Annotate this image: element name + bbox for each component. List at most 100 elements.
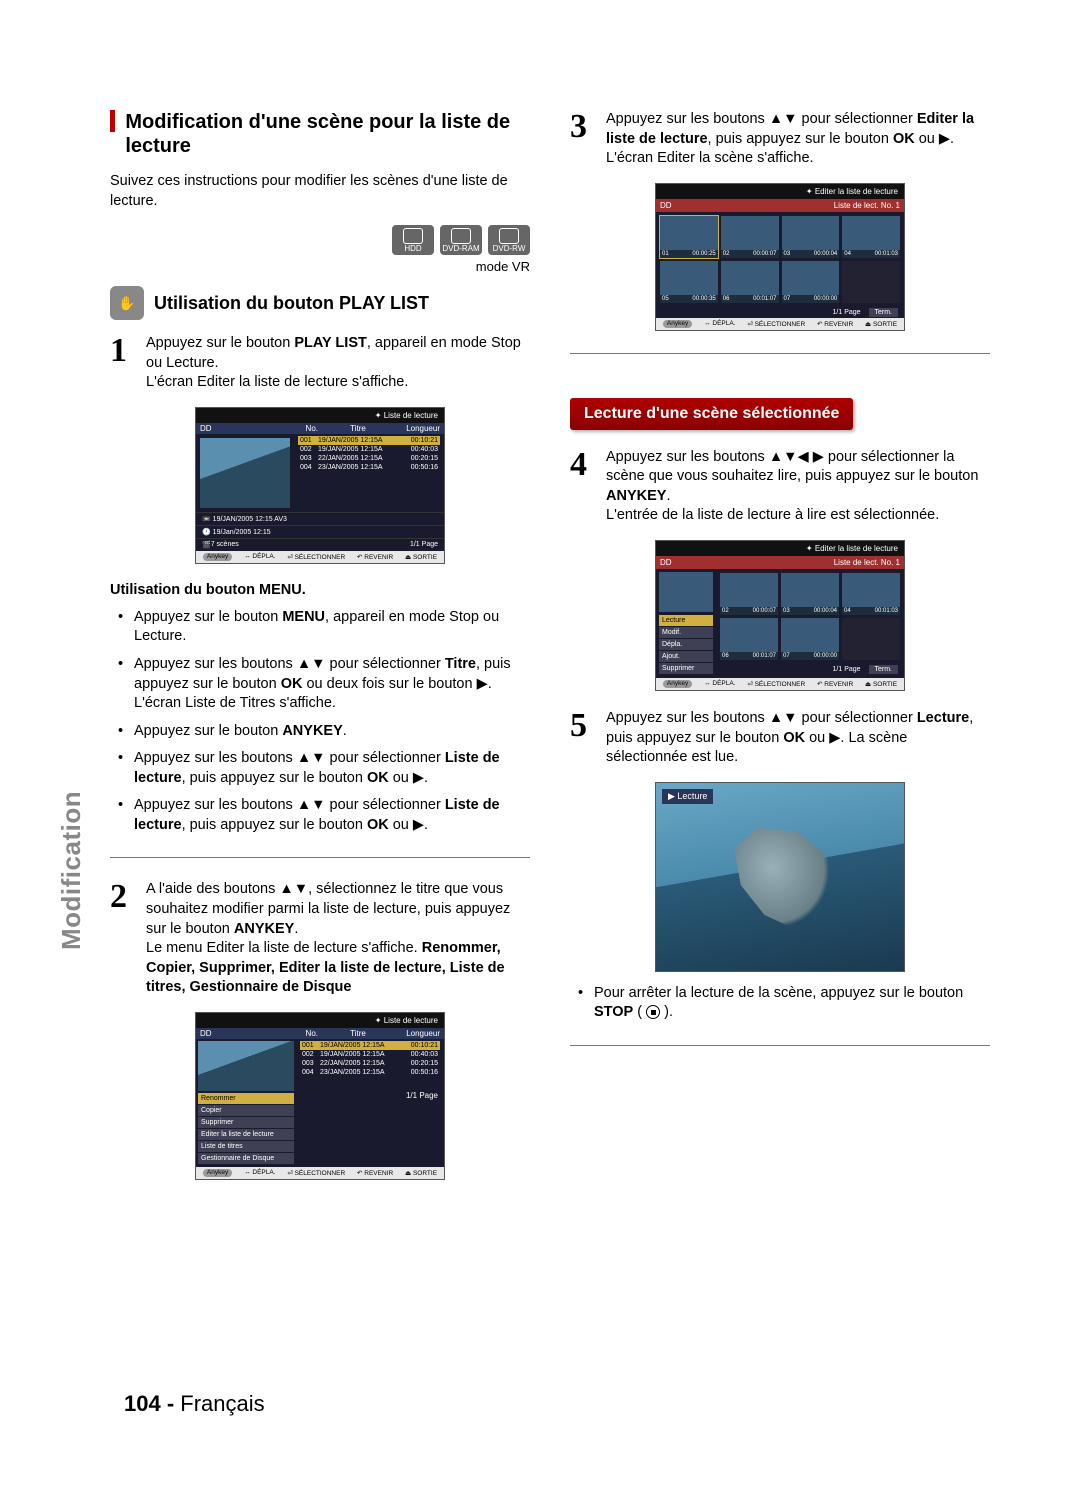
foot-sortie: ⏏ SORTIE — [405, 553, 437, 561]
step-2-number: 2 — [110, 880, 136, 997]
page-footer: 104 - Français — [124, 1391, 265, 1417]
e2-cell-8 — [842, 618, 900, 660]
b4-b: , puis appuyez sur le bouton — [182, 770, 367, 786]
mode-label: mode VR — [110, 259, 530, 274]
osd-edit2-footer: Anykey ↔ DÉPLA. ⏎ SÉLECTIONNER ↶ REVENIR… — [656, 678, 904, 690]
osd-playlist-body: 00119/JAN/2005 12:15A00:10:21 00219/JAN/… — [196, 434, 444, 512]
osd-row-3-no: 003 — [300, 455, 318, 462]
step-2-bold-a: ANYKEY — [234, 921, 294, 937]
ec7-n: 07 — [784, 296, 791, 302]
osd-meta-3-text: 7 scènes — [211, 541, 239, 549]
e-foot-rev: ↶ REVENIR — [817, 320, 853, 328]
e2c7-t: 00:00:00 — [814, 653, 837, 659]
m-row-4-no: 004 — [302, 1069, 320, 1076]
hdd-icon: HDD — [392, 225, 434, 255]
bullet-1: Appuyez sur le bouton MENU, appareil en … — [124, 608, 530, 647]
osd-edit2-menu: Lecture Modif. Dépla. Ajout. Supprimer — [656, 569, 716, 678]
footer-page: 104 - — [124, 1391, 180, 1416]
m-row-1-l: 00:10:21 — [396, 1042, 438, 1049]
m-foot-rev: ↶ REVENIR — [357, 1169, 393, 1177]
step-3-text-a: Appuyez sur les boutons ▲▼ pour sélectio… — [606, 111, 917, 127]
osd-menu-title: ✦ Liste de lecture — [196, 1013, 444, 1028]
osd-meta-2-text: 19/Jan/2005 12:15 — [213, 529, 271, 536]
b5-c: ou ▶. — [389, 817, 428, 833]
m-row-3-l: 00:20:15 — [396, 1060, 438, 1067]
edit-cell-7: 0700:00:00 — [782, 261, 840, 303]
osd-edit2-sub: DDListe de lect. No. 1 — [656, 556, 904, 569]
bullet-3: Appuyez sur le bouton ANYKEY. — [124, 722, 530, 742]
step-4-body: Appuyez sur les boutons ▲▼◀ ▶ pour sélec… — [606, 448, 990, 526]
e-foot-sortie-t: SORTIE — [873, 321, 897, 328]
step-5-text-a: Appuyez sur les boutons ▲▼ pour sélectio… — [606, 710, 917, 726]
osd-edit2-title: ✦ Editer la liste de lecture — [656, 541, 904, 556]
step-5-number: 5 — [570, 709, 596, 768]
e2-foot-sortie: ⏏ SORTIE — [865, 680, 897, 688]
m-row-2-no: 002 — [302, 1051, 320, 1058]
menu-item-liste-titres: Liste de titres — [198, 1141, 294, 1152]
dvd-ram-icon: DVD-RAM — [440, 225, 482, 255]
step-2-body: A l'aide des boutons ▲▼, sélectionnez le… — [146, 880, 530, 997]
e-foot-sortie: ⏏ SORTIE — [865, 320, 897, 328]
edit-cell-2: 0200:00:07 — [721, 216, 779, 258]
osd-menu-items: Renommer Copier Supprimer Editer la list… — [196, 1039, 296, 1167]
m-foot-anykey: Anykey — [203, 1169, 232, 1177]
osd-edit-pager-text: 1/1 Page — [833, 309, 861, 316]
osd-row-3-titre: 22/JAN/2005 12:15A — [318, 455, 396, 462]
osd-col-titre: Titre — [318, 424, 398, 433]
edit-cell-4: 0400:01:03 — [842, 216, 900, 258]
b2-bold2: OK — [281, 676, 303, 692]
section-title-row: Modification d'une scène pour la liste d… — [110, 110, 530, 158]
osd-edit2-thumb — [659, 572, 713, 612]
e2-foot-sortie-t: SORTIE — [873, 681, 897, 688]
step-5: 5 Appuyez sur les boutons ▲▼ pour sélect… — [570, 709, 990, 768]
playlist-subheading: ✋ Utilisation du bouton PLAY LIST — [110, 286, 530, 320]
m-row-4-l: 00:50:16 — [396, 1069, 438, 1076]
osd-playlist: ✦ Liste de lecture DD No. Titre Longueur… — [195, 407, 445, 564]
osd-row-2: 00219/JAN/2005 12:15A00:40:03 — [298, 445, 440, 454]
e2c3-t: 00:00:04 — [814, 608, 837, 614]
osd-menu-title-text: Liste de lecture — [384, 1016, 438, 1025]
osd-edit-sub-text: Liste de lect. No. 1 — [834, 201, 900, 210]
b3-b: . — [343, 723, 347, 739]
e2-menu-suppr: Supprimer — [659, 663, 713, 674]
m-row-2-l: 00:40:03 — [396, 1051, 438, 1058]
m-foot-sel-t: SÉLECTIONNER — [295, 1170, 346, 1177]
ec6-t: 00:01:07 — [753, 296, 776, 302]
m-foot-depla: ↔ DÉPLA. — [244, 1169, 275, 1177]
e2-menu-lecture: Lecture — [659, 615, 713, 626]
osd-edit-cells: 0100:00:25 0200:00:07 0300:00:04 0400:01… — [656, 212, 904, 307]
menu-item-supprimer: Supprimer — [198, 1117, 294, 1128]
step-2-text-c: Le menu Editer la liste de lecture s'aff… — [146, 940, 422, 956]
step-2-text-a: A l'aide des boutons ▲▼, sélectionnez le… — [146, 881, 510, 936]
ec5-n: 05 — [662, 296, 669, 302]
menu-item-copier: Copier — [198, 1105, 294, 1116]
b5-bold2: OK — [367, 817, 389, 833]
playback-label: ▶ Lecture — [662, 789, 713, 804]
foot-depla: ↔ DÉPLA. — [244, 553, 275, 561]
osd-menu-rows: 00119/JAN/2005 12:15A00:10:21 00219/JAN/… — [296, 1039, 444, 1167]
e2-cell-2: 0200:00:07 — [720, 573, 778, 615]
bullet-2: Appuyez sur les boutons ▲▼ pour sélectio… — [124, 655, 530, 714]
osd-menu-col-long: Longueur — [398, 1029, 440, 1038]
menu-item-editer: Editer la liste de lecture — [198, 1129, 294, 1140]
e2c2-t: 00:00:07 — [753, 608, 776, 614]
step-2-text-b: . — [294, 921, 298, 937]
m-foot-depla-t: DÉPLA. — [252, 1169, 275, 1176]
osd-edit-title-text: Editer la liste de lecture — [815, 187, 898, 196]
foot-sel-text: SÉLECTIONNER — [295, 554, 346, 561]
osd-menu-footer: Anykey ↔ DÉPLA. ⏎ SÉLECTIONNER ↶ REVENIR… — [196, 1167, 444, 1179]
e2-foot-anykey: Anykey — [663, 680, 692, 688]
osd-edit2-cells: 0200:00:07 0300:00:04 0400:01:03 0600:01… — [716, 569, 904, 664]
stop-note-li: Pour arrêter la lecture de la scène, app… — [584, 984, 990, 1023]
osd-src-label: DD — [200, 424, 212, 433]
step-3-text-b: , puis appuyez sur le bouton — [708, 131, 893, 147]
ec5-t: 00:00:35 — [692, 296, 715, 302]
step-2: 2 A l'aide des boutons ▲▼, sélectionnez … — [110, 880, 530, 997]
osd-menu-row-1: 00119/JAN/2005 12:15A00:10:21 — [300, 1041, 440, 1050]
foot-sortie-text: SORTIE — [413, 554, 437, 561]
e2-menu-depla: Dépla. — [659, 639, 713, 650]
e2-menu-modif: Modif. — [659, 627, 713, 638]
step-3: 3 Appuyez sur les boutons ▲▼ pour sélect… — [570, 110, 990, 169]
osd-edit-title: ✦ Editer la liste de lecture — [656, 184, 904, 199]
dolphin-image — [713, 803, 867, 957]
